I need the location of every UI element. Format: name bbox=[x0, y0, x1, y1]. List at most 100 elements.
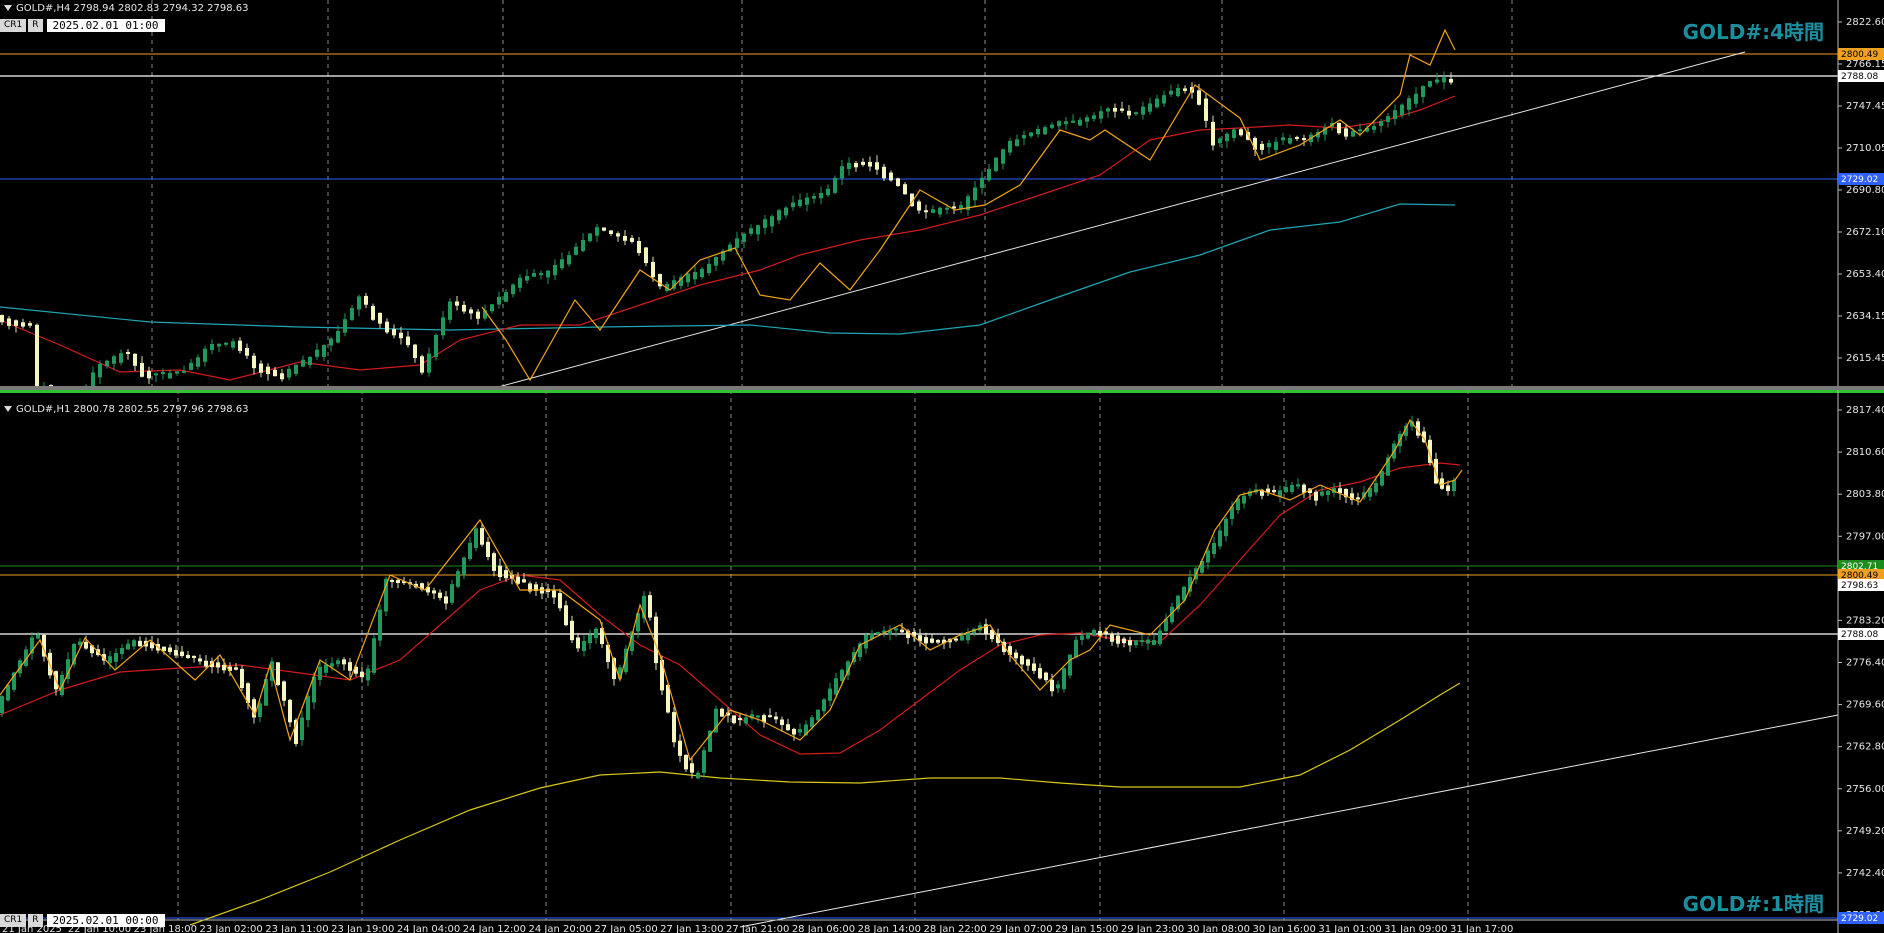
candle-body bbox=[91, 372, 95, 386]
cr1-button[interactable]: CR1 bbox=[0, 19, 27, 32]
candle-body bbox=[427, 353, 431, 373]
candle-body bbox=[762, 715, 766, 723]
candle-body bbox=[936, 639, 940, 643]
candle-body bbox=[1316, 131, 1320, 138]
h4-price-tag-white: 2788.08 bbox=[1841, 72, 1878, 82]
candle-body bbox=[98, 363, 102, 378]
h4-chart-pane[interactable]: 2822.60 2766.15 2747.45 2710.05 2690.80 2672.… bbox=[0, 0, 1884, 386]
candle-body bbox=[1092, 115, 1096, 119]
collapse-triangle-icon[interactable] bbox=[4, 5, 12, 11]
h4-chart-canvas[interactable]: 2822.60 2766.15 2747.45 2710.05 2690.80 2672.… bbox=[0, 0, 1884, 386]
h1-datetime-box[interactable]: 2025.02.01 00:00 bbox=[46, 914, 165, 927]
candle-body bbox=[0, 696, 4, 714]
candle-body bbox=[203, 348, 207, 362]
candle-body bbox=[204, 660, 208, 667]
candle-body bbox=[846, 661, 850, 676]
candle-body bbox=[228, 666, 232, 671]
candle-body bbox=[1128, 640, 1132, 646]
candle-body bbox=[900, 629, 904, 633]
candle-body bbox=[786, 724, 790, 731]
candle-body bbox=[180, 651, 184, 656]
candle-body bbox=[1032, 663, 1036, 671]
candle-body bbox=[1410, 421, 1414, 427]
candle-body bbox=[1152, 640, 1156, 645]
candle-body bbox=[450, 584, 454, 603]
candle-body bbox=[0, 314, 4, 323]
candle-body bbox=[1206, 550, 1210, 563]
candle-body bbox=[133, 353, 137, 366]
candle-body bbox=[888, 630, 892, 635]
candle-body bbox=[1356, 497, 1360, 500]
candle-body bbox=[216, 662, 220, 668]
candle-body bbox=[1038, 668, 1042, 679]
candle-body bbox=[78, 641, 82, 646]
candle-body bbox=[258, 703, 262, 717]
r-button[interactable]: R bbox=[28, 914, 43, 927]
candle-body bbox=[728, 244, 732, 252]
h1-chart-canvas[interactable]: 2817.402810.602803.802797.002790.002783.… bbox=[0, 390, 1884, 933]
candle-body bbox=[318, 666, 322, 680]
price-tick-label: 2810.60 bbox=[1846, 447, 1884, 458]
candle-body bbox=[49, 385, 53, 386]
candle-body bbox=[196, 357, 200, 367]
candle-body bbox=[882, 630, 886, 633]
candle-body bbox=[1288, 138, 1292, 144]
candle-body bbox=[276, 662, 280, 686]
candle-body bbox=[1001, 149, 1005, 164]
h1-trendline bbox=[739, 714, 1839, 928]
candle-body bbox=[441, 317, 445, 336]
h1-chart-pane[interactable]: 2817.402810.602803.802797.002790.002783.… bbox=[0, 390, 1884, 933]
candle-body bbox=[1239, 129, 1243, 136]
candle-body bbox=[1372, 126, 1376, 130]
candle-body bbox=[1158, 630, 1162, 644]
candle-body bbox=[546, 270, 550, 278]
candle-body bbox=[280, 373, 284, 380]
candle-body bbox=[1380, 471, 1384, 486]
candle-body bbox=[301, 359, 305, 367]
candle-body bbox=[259, 363, 263, 373]
candle-body bbox=[721, 250, 725, 261]
candle-body bbox=[1211, 121, 1215, 146]
candle-body bbox=[875, 162, 879, 170]
cr1-button[interactable]: CR1 bbox=[0, 914, 27, 927]
time-tick-label: 28 Jan 14:00 bbox=[858, 924, 921, 933]
candle-body bbox=[700, 268, 704, 278]
candle-body bbox=[552, 590, 556, 598]
candle-body bbox=[426, 586, 430, 593]
candle-body bbox=[1134, 640, 1138, 646]
candle-body bbox=[384, 578, 388, 612]
collapse-triangle-icon[interactable] bbox=[4, 406, 12, 412]
candle-body bbox=[434, 334, 438, 357]
candle-body bbox=[630, 237, 634, 242]
candle-body bbox=[1368, 487, 1372, 497]
candle-body bbox=[420, 356, 424, 373]
candle-body bbox=[1442, 77, 1446, 83]
candle-body bbox=[708, 730, 712, 752]
h1-button-row: CR1 R 2025.02.01 00:00 bbox=[0, 914, 165, 927]
candle-body bbox=[406, 336, 410, 346]
candle-body bbox=[624, 648, 628, 673]
candle-body bbox=[966, 632, 970, 641]
candle-body bbox=[654, 616, 658, 664]
candle-body bbox=[35, 324, 39, 386]
time-tick-label: 23 Jan 11:00 bbox=[265, 924, 328, 933]
r-button[interactable]: R bbox=[28, 19, 43, 32]
h4-datetime-box[interactable]: 2025.02.01 01:00 bbox=[46, 19, 165, 32]
candle-body bbox=[168, 372, 172, 379]
candle-body bbox=[266, 366, 270, 375]
candle-body bbox=[1232, 129, 1236, 139]
candle-body bbox=[1068, 654, 1072, 676]
candle-body bbox=[840, 166, 844, 179]
pane-divider[interactable] bbox=[0, 386, 1884, 390]
candle-body bbox=[126, 643, 130, 650]
candle-body bbox=[609, 230, 613, 234]
price-tick-label: 2803.80 bbox=[1846, 489, 1884, 500]
time-tick-label: 31 Jan 17:00 bbox=[1450, 924, 1513, 933]
candle-body bbox=[1295, 136, 1299, 139]
candle-body bbox=[784, 207, 788, 216]
candle-body bbox=[525, 276, 529, 281]
price-tick-label: 2742.40 bbox=[1846, 868, 1884, 879]
candle-body bbox=[210, 661, 214, 668]
h4-ma-fast bbox=[0, 95, 1456, 381]
candle-body bbox=[108, 656, 112, 663]
